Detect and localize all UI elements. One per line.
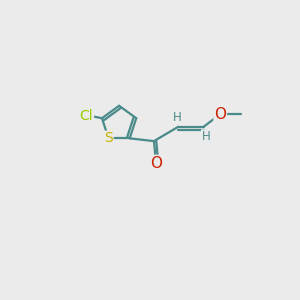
Text: H: H — [173, 111, 182, 124]
Text: S: S — [104, 131, 113, 146]
Text: Cl: Cl — [80, 110, 93, 123]
Text: H: H — [202, 130, 210, 143]
Text: O: O — [214, 106, 226, 122]
Text: O: O — [150, 156, 162, 171]
